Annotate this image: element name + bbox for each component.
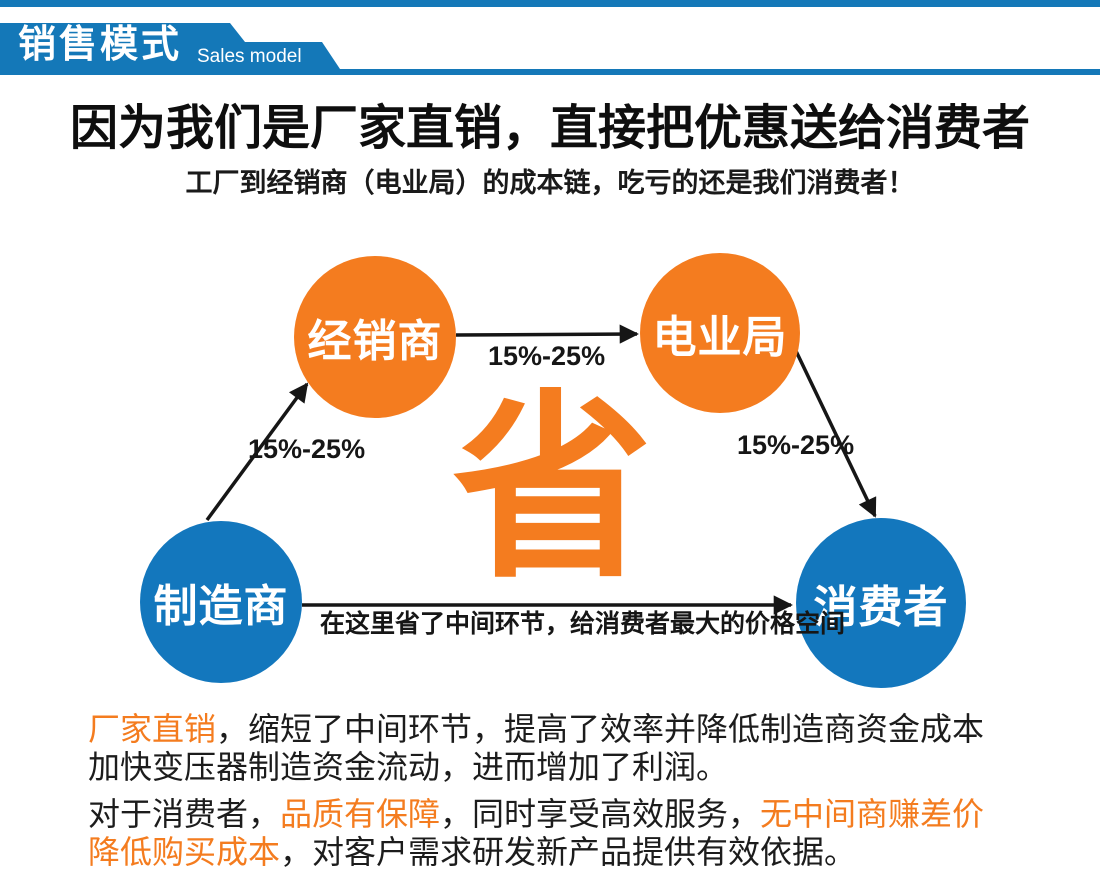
save-character: 省 (452, 378, 653, 601)
highlight-factory-direct: 厂家直销 (88, 711, 217, 747)
edge-label-power-bureau-consumer: 15%-25% (737, 430, 855, 460)
edge-label-distributor-power-bureau: 15%-25% (488, 341, 606, 371)
hero-title: 因为我们是厂家直销，直接把优惠送给消费者 (69, 102, 1030, 155)
node-consumer-label: 消费者 (813, 583, 949, 632)
node-distributor-label: 经销商 (307, 317, 443, 366)
paragraph-consumer-benefits-line1: 对于消费者，品质有保障，同时享受高效服务，无中间商赚差价 (88, 795, 1068, 833)
edge-label-manufacturer-consumer: 在这里省了中间环节，给消费者最大的价格空间 (320, 610, 846, 638)
node-distributor: 经销商 (294, 256, 456, 418)
paragraph-consumer-benefits-line2: 降低购买成本，对客户需求研发新产品提供有效依据。 (88, 833, 1068, 871)
paragraph-factory-direct-line2: 加快变压器制造资金流动，进而增加了利润。 (88, 748, 1068, 786)
header-banner-shape (0, 23, 1100, 75)
page-title-en: Sales model (197, 46, 302, 67)
paragraph-text: 加快变压器制造资金流动，进而增加了利润。 (88, 749, 729, 785)
node-consumer: 消费者 (796, 518, 966, 688)
top-accent-bar (0, 0, 1100, 7)
hero-subtitle: 工厂到经销商（电业局）的成本链，吃亏的还是我们消费者！ (185, 168, 915, 198)
paragraph-text: 对于消费者， (88, 796, 281, 832)
paragraph-factory-direct-line1: 厂家直销，缩短了中间环节，提高了效率并降低制造商资金成本 (88, 710, 1068, 748)
page-title: 销售模式 (18, 24, 183, 66)
highlight-quality-guarantee: 品质有保障 (280, 796, 441, 832)
node-power-bureau-label: 电业局 (652, 313, 788, 362)
edge-label-manufacturer-distributor: 15%-25% (248, 434, 366, 464)
node-manufacturer-label: 制造商 (153, 582, 289, 631)
highlight-lower-cost: 降低购买成本 (88, 834, 281, 870)
paragraph-factory-direct: 厂家直销，缩短了中间环节，提高了效率并降低制造商资金成本 加快变压器制造资金流动… (88, 710, 1068, 786)
node-manufacturer: 制造商 (140, 521, 302, 683)
paragraph-consumer-benefits: 对于消费者，品质有保障，同时享受高效服务，无中间商赚差价 降低购买成本，对客户需… (88, 795, 1068, 871)
highlight-no-middleman: 无中间商赚差价 (760, 796, 985, 832)
node-power-bureau: 电业局 (640, 253, 800, 413)
arrow-distributor-to-power-bureau (455, 324, 639, 344)
paragraph-text: ，同时享受高效服务， (440, 796, 761, 832)
paragraph-text: ，对客户需求研发新产品提供有效依据。 (280, 834, 857, 870)
paragraph-text: ，缩短了中间环节，提高了效率并降低制造商资金成本 (216, 711, 985, 747)
